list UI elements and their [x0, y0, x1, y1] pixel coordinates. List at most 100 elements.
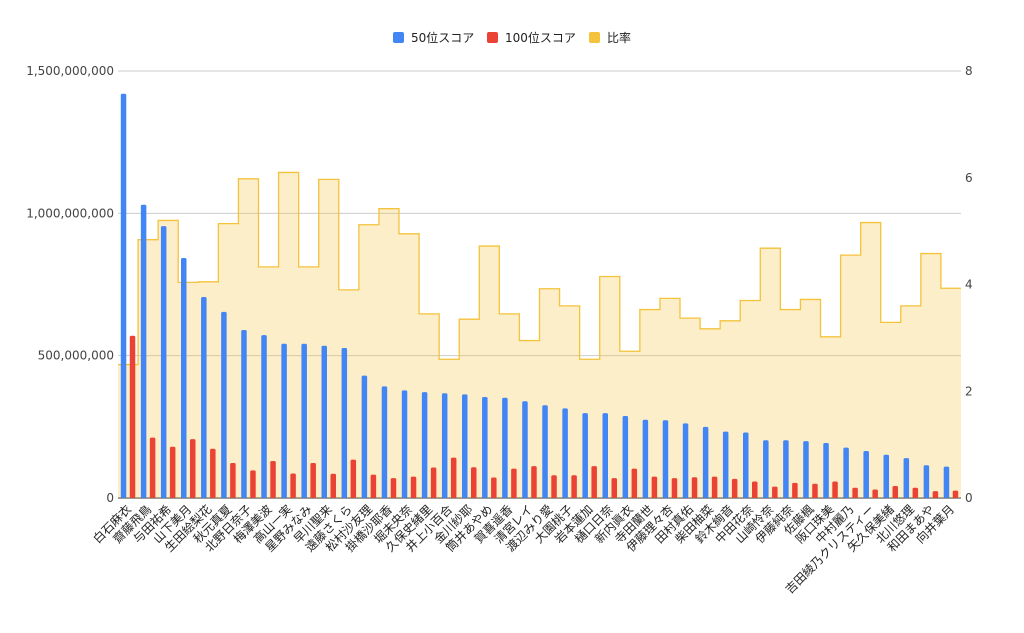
right-axis-tick-label: 2 [965, 384, 973, 398]
bar-100-score [832, 481, 838, 498]
bar-100-score [350, 459, 357, 498]
bar-50-score [823, 443, 829, 498]
bar-50-score [381, 386, 388, 498]
bar-100-score [631, 468, 638, 498]
bar-50-score [542, 405, 548, 498]
legend-label: 100位スコア [505, 30, 576, 45]
bar-100-score [430, 467, 437, 498]
bar-50-score [301, 343, 307, 498]
bar-100-score [410, 476, 417, 498]
left-axis-tick-label: 1,000,000,000 [26, 206, 114, 220]
bar-50-score [662, 420, 669, 498]
bar-50-score [622, 416, 629, 498]
left-axis-tick-label: 0 [106, 491, 114, 505]
bar-50-score [702, 426, 709, 498]
legend-label: 比率 [607, 30, 631, 45]
bar-100-score [310, 462, 316, 498]
legend-label: 50位スコア [411, 30, 474, 45]
bar-50-score [421, 392, 428, 498]
bar-100-score [450, 457, 457, 498]
bar-100-score [169, 446, 176, 498]
bar-50-score [120, 93, 127, 499]
bar-100-score [290, 473, 296, 498]
bar-100-score [932, 491, 939, 498]
bar-50-score [783, 440, 789, 498]
bar-50-score [201, 297, 207, 498]
right-axis: 0 2 4 6 8 [965, 64, 973, 505]
bar-100-score [872, 489, 878, 498]
legend-swatch [589, 32, 600, 43]
bar-50-score [441, 393, 448, 498]
bar-50-score [883, 454, 889, 498]
bar-100-score [149, 437, 156, 498]
bar-50-score [241, 330, 247, 498]
bar-100-score [711, 476, 718, 498]
bar-50-score [722, 431, 729, 498]
bar-50-score [763, 440, 769, 498]
bar-50-score [482, 396, 488, 498]
bar-50-score [602, 413, 608, 498]
bar-50-score [843, 447, 849, 498]
bar-100-score [792, 482, 798, 498]
bar-50-score [642, 419, 649, 498]
bar-100-score [731, 478, 738, 498]
bar-50-score [321, 345, 327, 498]
bar-series [120, 93, 959, 499]
bar-50-score [863, 451, 869, 498]
bar-100-score [772, 486, 778, 498]
bar-100-score [551, 475, 557, 498]
bar-50-score [361, 375, 368, 498]
bar-100-score [651, 476, 658, 498]
bar-100-score [571, 475, 577, 498]
bar-50-score [903, 458, 910, 498]
bar-50-score [401, 390, 408, 498]
left-axis-tick-label: 500,000,000 [38, 349, 114, 363]
bar-50-score [943, 466, 950, 498]
bar-100-score [691, 477, 698, 498]
legend-swatch [393, 32, 404, 43]
left-axis: 0 500,000,000 1,000,000,000 1,500,000,000 [26, 64, 114, 505]
bar-100-score [752, 481, 758, 498]
bar-100-score [190, 439, 196, 498]
bar-100-score [852, 487, 858, 498]
bar-100-score [230, 462, 236, 498]
bar-100-score [611, 478, 617, 498]
bar-50-score [160, 226, 167, 499]
x-axis: 白石麻衣齋藤飛鳥与田祐希山下美月生田絵梨花秋元真夏北野日奈子梅澤美波高山一実星野… [90, 502, 957, 597]
right-axis-tick-label: 8 [965, 64, 973, 78]
bar-100-score [471, 467, 477, 498]
bar-100-score [390, 478, 397, 498]
bar-50-score [462, 394, 468, 498]
bar-50-score [923, 465, 930, 498]
bar-50-score [562, 408, 568, 498]
left-axis-tick-label: 1,500,000,000 [26, 64, 114, 78]
bar-100-score [491, 477, 497, 498]
bar-50-score [743, 432, 749, 498]
bar-100-score [671, 478, 678, 498]
bar-50-score [502, 397, 508, 498]
bar-100-score [250, 470, 256, 498]
bar-100-score [892, 486, 898, 498]
right-axis-tick-label: 4 [965, 278, 973, 292]
ratio-line [118, 171, 961, 366]
right-axis-tick-label: 6 [965, 171, 973, 185]
bar-50-score [221, 311, 227, 498]
right-axis-tick-label: 0 [965, 491, 973, 505]
bar-100-score [370, 474, 377, 498]
bar-100-score [270, 460, 276, 498]
bar-100-score [952, 490, 959, 498]
bar-50-score [582, 413, 588, 498]
bar-50-score [140, 204, 147, 498]
bar-50-score [281, 343, 287, 498]
bar-50-score [522, 401, 528, 498]
bar-50-score [341, 347, 348, 498]
legend: 50位スコア 100位スコア 比率 [393, 30, 631, 45]
bar-50-score [261, 335, 267, 498]
bar-100-score [912, 487, 919, 498]
bar-50-score [181, 258, 187, 498]
bar-100-score [812, 483, 818, 498]
bar-100-score [591, 466, 597, 498]
bar-50-score [803, 441, 809, 498]
bar-100-score [330, 473, 336, 498]
